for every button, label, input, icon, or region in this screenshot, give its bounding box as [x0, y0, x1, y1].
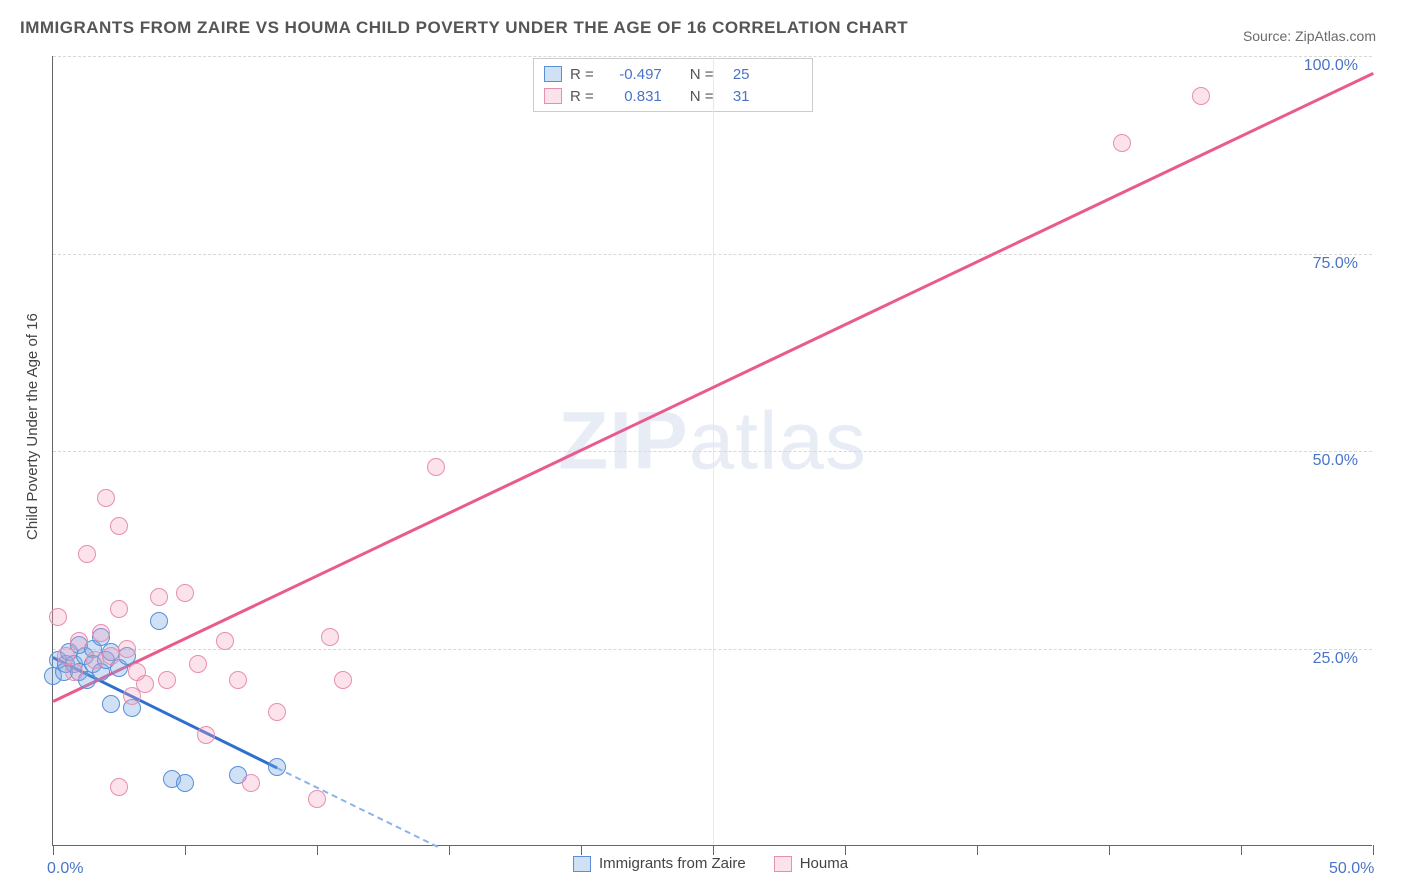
- scatter-point: [268, 758, 286, 776]
- scatter-point: [110, 517, 128, 535]
- stats-legend-row: R = 0.831 N = 31: [544, 85, 802, 107]
- x-tick: [317, 845, 318, 855]
- scatter-plot-area: ZIPatlas R =-0.497N =25R = 0.831N =31 Im…: [52, 56, 1372, 846]
- scatter-point: [102, 695, 120, 713]
- scatter-point: [150, 612, 168, 630]
- x-tick: [1241, 845, 1242, 855]
- r-label: R =: [570, 66, 594, 83]
- scatter-point: [136, 675, 154, 693]
- y-axis-title: Child Poverty Under the Age of 16: [24, 313, 41, 540]
- x-tick: [53, 845, 54, 855]
- n-label: N =: [690, 66, 714, 83]
- n-label: N =: [690, 88, 714, 105]
- source-label: Source:: [1243, 28, 1295, 44]
- scatter-point: [78, 545, 96, 563]
- legend-swatch: [774, 856, 792, 872]
- scatter-point: [158, 671, 176, 689]
- scatter-point: [150, 588, 168, 606]
- scatter-point: [1113, 134, 1131, 152]
- trend-line: [277, 767, 439, 848]
- series-legend-item: Houma: [774, 855, 848, 872]
- gridline-vertical: [713, 56, 714, 845]
- legend-swatch: [573, 856, 591, 872]
- chart-title: IMMIGRANTS FROM ZAIRE VS HOUMA CHILD POV…: [20, 18, 908, 38]
- scatter-point: [189, 655, 207, 673]
- x-tick: [845, 845, 846, 855]
- stats-legend-row: R = -0.497 N = 25: [544, 63, 802, 85]
- x-tick: [581, 845, 582, 855]
- x-tick-label: 50.0%: [1329, 860, 1374, 878]
- scatter-point: [65, 663, 83, 681]
- series-legend-label: Immigrants from Zaire: [599, 855, 746, 872]
- x-tick: [1109, 845, 1110, 855]
- x-tick: [449, 845, 450, 855]
- n-value: 25: [722, 66, 750, 83]
- source-value: ZipAtlas.com: [1295, 28, 1376, 44]
- scatter-point: [216, 632, 234, 650]
- scatter-point: [118, 640, 136, 658]
- scatter-point: [1192, 87, 1210, 105]
- y-tick-label: 50.0%: [1313, 452, 1358, 470]
- scatter-point: [242, 774, 260, 792]
- scatter-point: [427, 458, 445, 476]
- r-value: 0.831: [602, 88, 662, 105]
- series-legend-label: Houma: [800, 855, 848, 872]
- scatter-point: [268, 703, 286, 721]
- scatter-point: [176, 584, 194, 602]
- y-tick-label: 100.0%: [1304, 57, 1358, 75]
- scatter-point: [334, 671, 352, 689]
- scatter-point: [49, 608, 67, 626]
- scatter-point: [321, 628, 339, 646]
- scatter-point: [308, 790, 326, 808]
- y-tick-label: 25.0%: [1313, 650, 1358, 668]
- source-attribution: Source: ZipAtlas.com: [1243, 28, 1376, 44]
- series-legend-item: Immigrants from Zaire: [573, 855, 746, 872]
- scatter-point: [176, 774, 194, 792]
- r-label: R =: [570, 88, 594, 105]
- series-legend: Immigrants from Zaire Houma: [573, 855, 848, 872]
- n-value: 31: [722, 88, 750, 105]
- legend-swatch: [544, 88, 562, 104]
- x-tick: [185, 845, 186, 855]
- x-tick: [977, 845, 978, 855]
- y-tick-label: 75.0%: [1313, 255, 1358, 273]
- scatter-point: [197, 726, 215, 744]
- x-tick-label: 0.0%: [47, 860, 83, 878]
- legend-swatch: [544, 66, 562, 82]
- scatter-point: [110, 600, 128, 618]
- stats-legend: R = -0.497 N = 25 R = 0.831 N = 31: [533, 58, 813, 112]
- x-tick: [713, 845, 714, 855]
- scatter-point: [97, 489, 115, 507]
- x-tick: [1373, 845, 1374, 855]
- watermark-rest: atlas: [689, 395, 867, 486]
- scatter-point: [70, 632, 88, 650]
- scatter-point: [92, 624, 110, 642]
- scatter-point: [229, 671, 247, 689]
- scatter-point: [110, 778, 128, 796]
- r-value: -0.497: [602, 66, 662, 83]
